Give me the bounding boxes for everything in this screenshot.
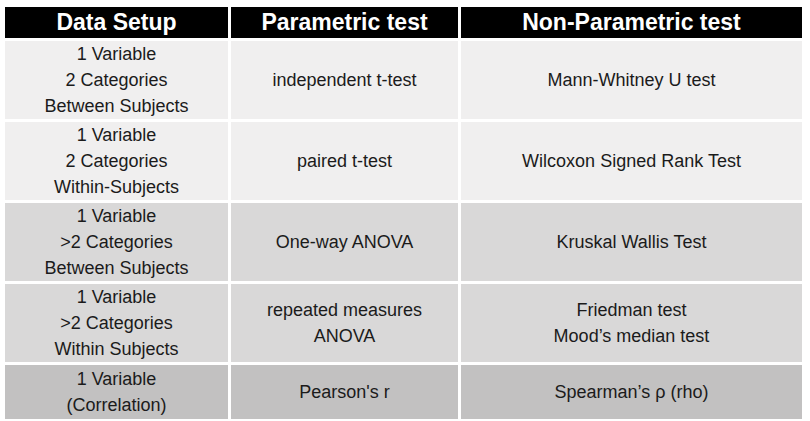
cell-non-parametric-test: Wilcoxon Signed Rank Test: [461, 122, 802, 200]
cell-non-parametric-test: Kruskal Wallis Test: [461, 203, 802, 281]
cell-parametric-test: One-way ANOVA: [231, 203, 458, 281]
col-header-data-setup: Data Setup: [5, 7, 228, 38]
cell-non-parametric-test: Spearman’s ρ (rho): [461, 365, 802, 419]
cell-data-setup: 1 Variable >2 Categories Within Subjects: [5, 284, 228, 362]
cell-data-setup: 1 Variable (Correlation): [5, 365, 228, 419]
cell-non-parametric-test: Mann-Whitney U test: [461, 41, 802, 119]
col-header-parametric-test: Parametric test: [231, 7, 458, 38]
parametric-vs-nonparametric-table: Data Setup Parametric test Non-Parametri…: [2, 4, 805, 421]
table-row: 1 Variable >2 Categories Between Subject…: [5, 203, 802, 281]
cell-parametric-test: Pearson's r: [231, 365, 458, 419]
cell-data-setup: 1 Variable >2 Categories Between Subject…: [5, 203, 228, 281]
cell-data-setup: 1 Variable 2 Categories Within-Subjects: [5, 122, 228, 200]
cell-parametric-test: paired t-test: [231, 122, 458, 200]
table-row: 1 Variable 2 Categories Between Subjects…: [5, 41, 802, 119]
table-row: 1 Variable >2 Categories Within Subjects…: [5, 284, 802, 362]
header-row: Data Setup Parametric test Non-Parametri…: [5, 7, 802, 38]
cell-non-parametric-test: Friedman test Mood’s median test: [461, 284, 802, 362]
cell-data-setup: 1 Variable 2 Categories Between Subjects: [5, 41, 228, 119]
page-canvas: Data Setup Parametric test Non-Parametri…: [0, 0, 810, 421]
cell-parametric-test: independent t-test: [231, 41, 458, 119]
table-row: 1 Variable 2 Categories Within-Subjects …: [5, 122, 802, 200]
cell-parametric-test: repeated measures ANOVA: [231, 284, 458, 362]
col-header-non-parametric-test: Non-Parametric test: [461, 7, 802, 38]
table-row: 1 Variable (Correlation) Pearson's r Spe…: [5, 365, 802, 419]
